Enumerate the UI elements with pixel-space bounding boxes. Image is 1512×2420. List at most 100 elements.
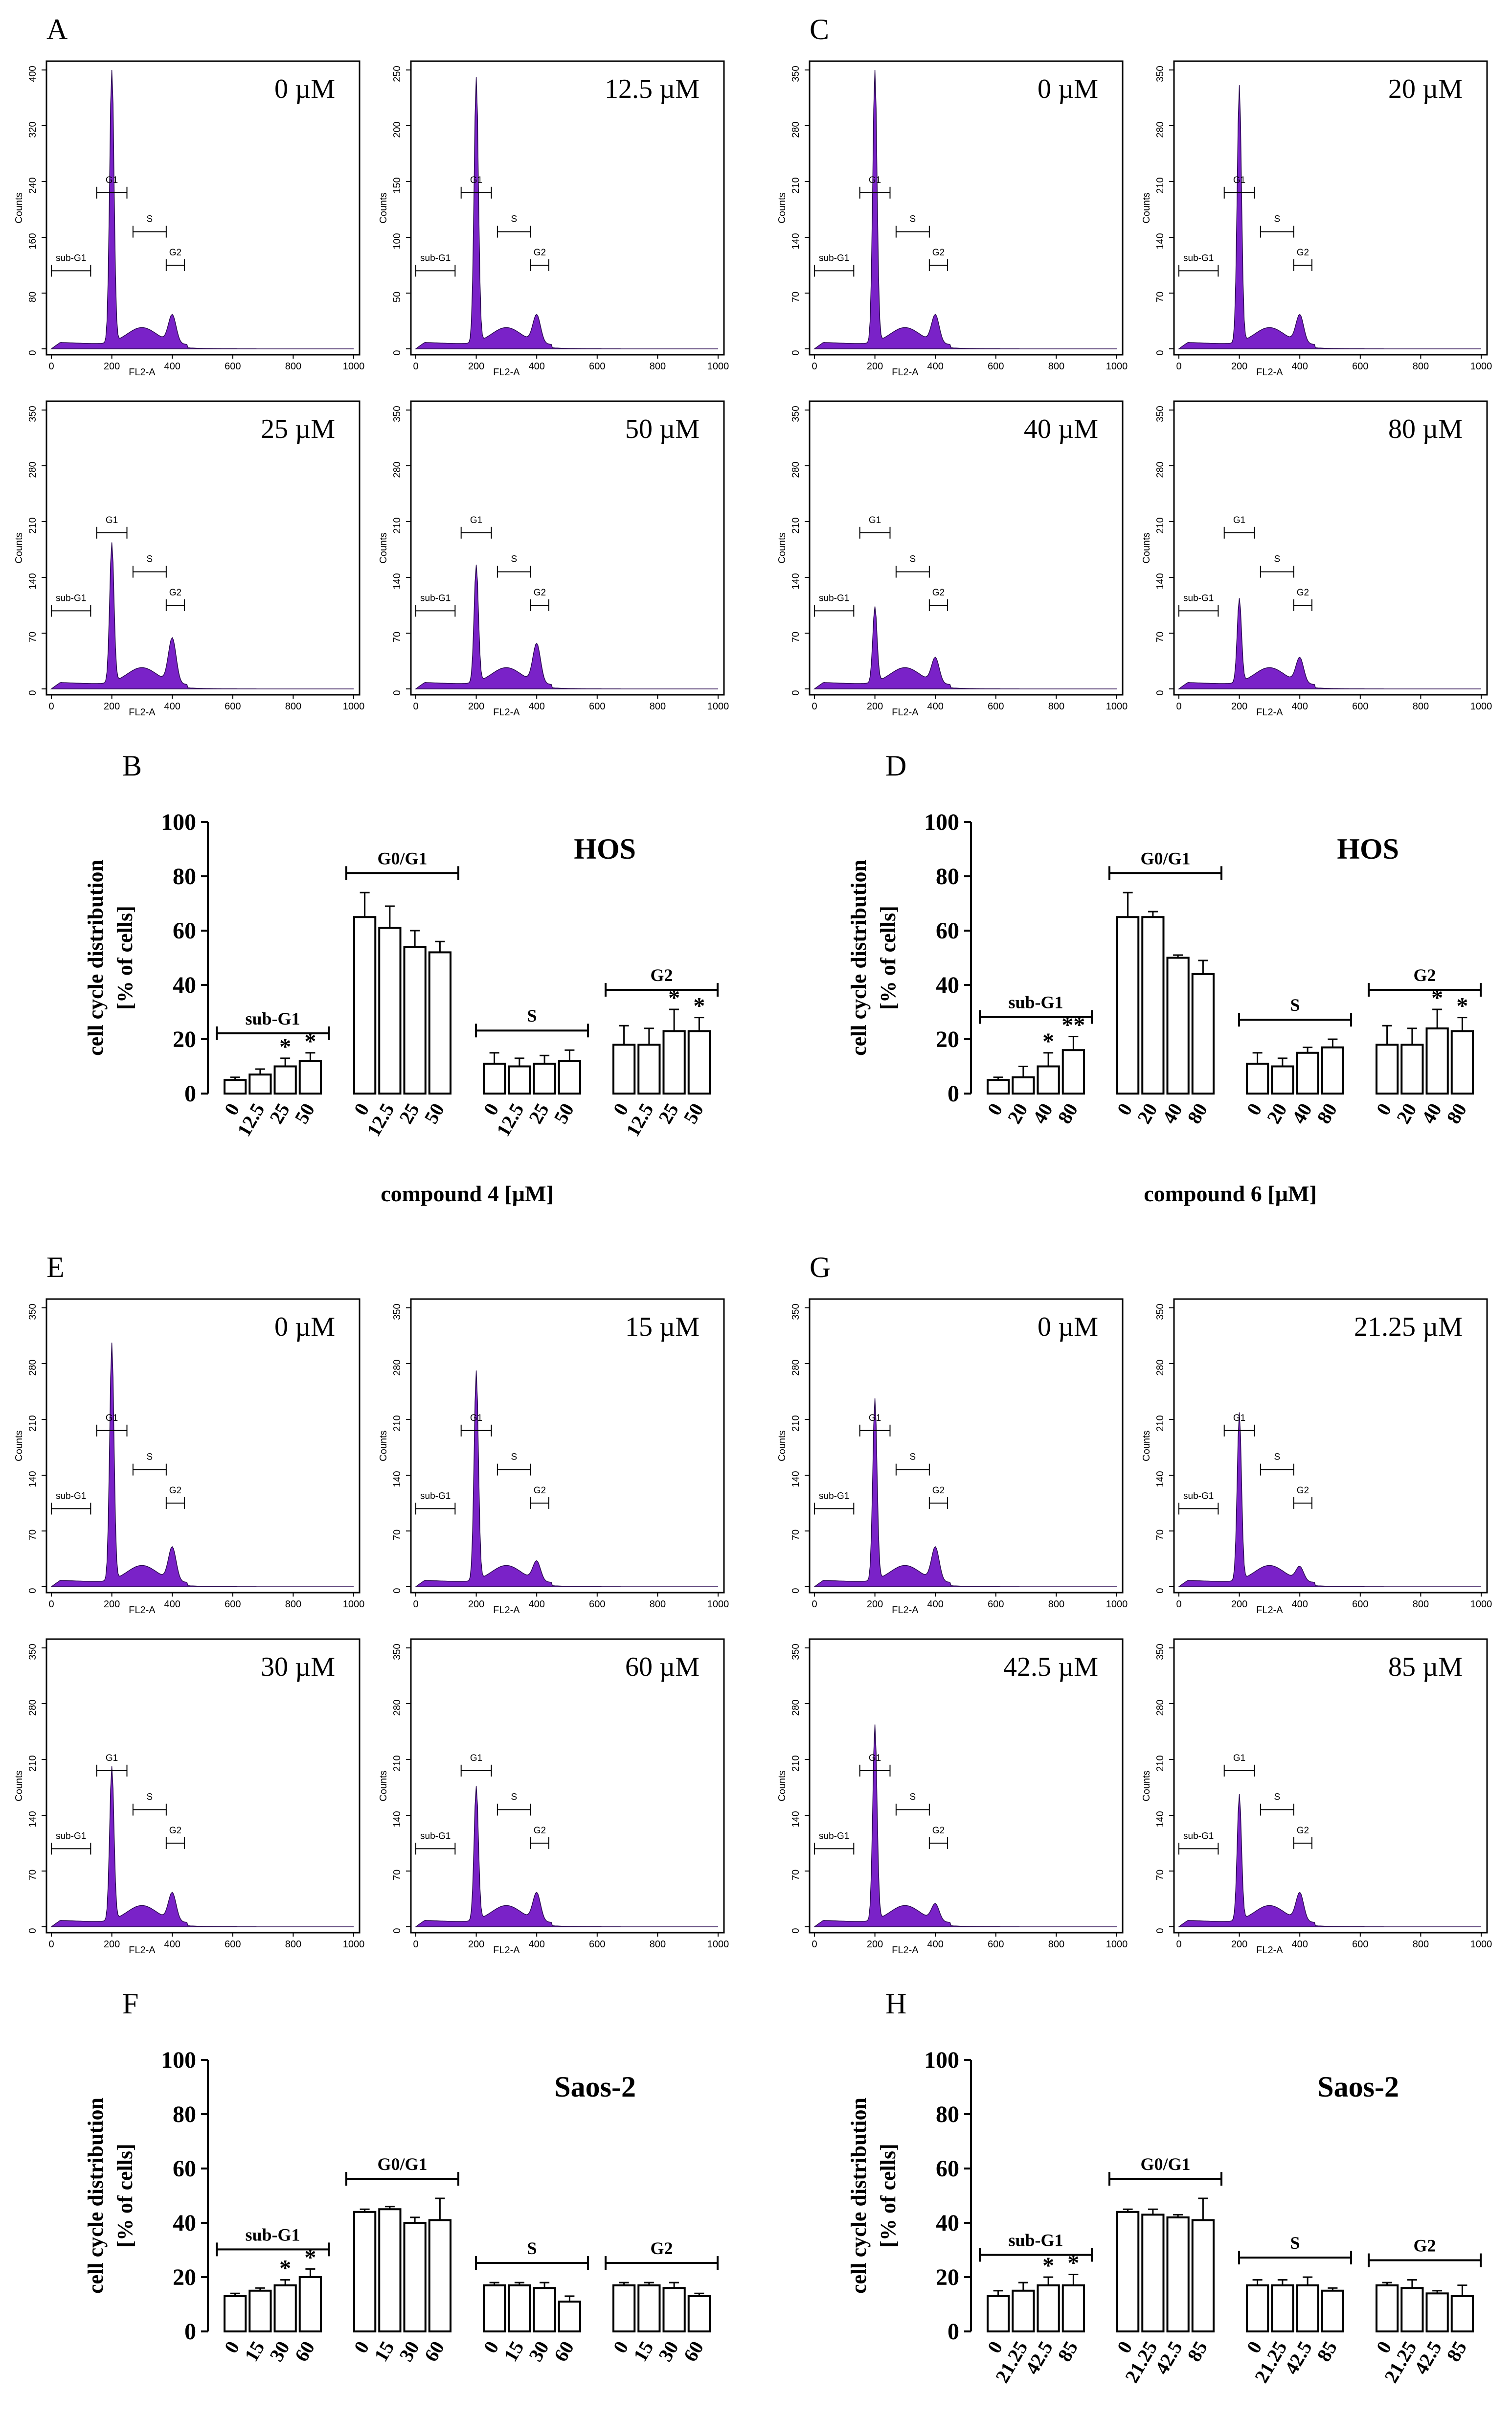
gate-label: S: [147, 554, 153, 565]
x-tick-label: 200: [468, 701, 484, 712]
bar: [1296, 2284, 1319, 2332]
gate-label: G2: [169, 588, 181, 598]
y-tick-label: 280: [790, 1699, 801, 1715]
histogram-group-g: G 0 70 140 210 280 350 Counts 0 200 400 600 800 1000 F…: [777, 1251, 1492, 1956]
gate-label: G2: [1297, 1826, 1309, 1836]
y-axis-label: cell cycle distribution: [84, 860, 108, 1056]
bar: [1400, 1044, 1424, 1095]
group-label: S: [1290, 995, 1300, 1015]
x-tick-label: 85: [1442, 2337, 1471, 2365]
x-tick-label: 50: [549, 1099, 578, 1127]
histogram-ylabel: Counts: [378, 532, 389, 563]
x-tick-label: 800: [650, 361, 666, 372]
y-tick-label: 20: [936, 2264, 959, 2290]
x-tick-label: 600: [225, 701, 241, 712]
y-tick-label: 210: [27, 1415, 38, 1431]
x-tick-label: 0: [48, 361, 54, 372]
gate-label: G2: [534, 248, 546, 258]
x-tick-label: 600: [1352, 1599, 1368, 1610]
x-tick-label: 200: [468, 361, 484, 372]
x-tick-label: 20: [1133, 1099, 1162, 1127]
x-tick-label: 800: [1413, 361, 1429, 372]
y-tick-label: 140: [392, 1471, 403, 1487]
gate-sub-g1: sub-G1: [415, 593, 456, 617]
gate-label: sub-G1: [420, 1491, 451, 1501]
y-tick-label: 70: [1155, 1530, 1166, 1540]
x-tick-label: 15: [370, 2337, 399, 2365]
y-tick-label: 210: [392, 1415, 403, 1431]
histogram-area: [1177, 85, 1481, 349]
bar: [1271, 1065, 1294, 1095]
histogram-panel: 0 70 140 210 280 350 Counts 0 200 400 600 800 1000 FL…: [378, 400, 729, 718]
x-tick-label: 600: [988, 1939, 1004, 1950]
gate-label: G1: [1233, 1753, 1245, 1763]
gate-g2: G2: [530, 1826, 549, 1849]
histogram-ylabel: Counts: [777, 1770, 788, 1801]
histogram-area: [50, 1766, 354, 1927]
y-tick-label: 160: [27, 233, 38, 249]
y-tick-label: 0: [1155, 1588, 1166, 1593]
bar: [1321, 1046, 1344, 1095]
bar: [987, 1079, 1010, 1095]
gate-g2: G2: [165, 1826, 185, 1849]
gate-s: S: [1260, 1792, 1294, 1816]
y-tick-label: 0: [790, 350, 801, 355]
gate-sub-g1: sub-G1: [415, 1491, 456, 1515]
x-tick-label: 80: [1442, 1099, 1471, 1127]
group-label: S: [527, 2238, 537, 2258]
histogram-area: [414, 1370, 718, 1587]
x-tick-label: 800: [285, 1599, 301, 1610]
y-tick-label: 140: [1155, 573, 1166, 589]
bar: [224, 1079, 247, 1095]
gate-label: G2: [1297, 588, 1309, 598]
x-tick-label: 1000: [1470, 361, 1492, 372]
bar: [533, 1062, 556, 1095]
gate-label: sub-G1: [420, 253, 451, 263]
gate-label: G1: [1233, 1413, 1245, 1423]
x-tick-label: 400: [529, 361, 545, 372]
concentration-label: 15 µM: [625, 1312, 700, 1342]
y-tick-label: 140: [1155, 1811, 1166, 1827]
bar: [637, 1044, 661, 1095]
x-axis-label: compound 4 [µM]: [381, 1181, 554, 1206]
gate-g2: G2: [530, 1485, 549, 1509]
x-tick-label: 200: [104, 361, 120, 372]
x-tick-label: 800: [650, 1599, 666, 1610]
y-tick-label: 280: [1155, 1699, 1166, 1715]
x-tick-label: 12.5: [362, 1099, 399, 1140]
bar: [273, 1065, 297, 1095]
concentration-label: 42.5 µM: [1003, 1652, 1098, 1682]
gate-label: G1: [1233, 175, 1245, 185]
x-tick-label: 1000: [707, 1599, 729, 1610]
y-tick-label: 280: [790, 461, 801, 478]
x-tick-label: 30: [654, 2337, 683, 2365]
histogram-ylabel: Counts: [14, 1430, 24, 1461]
y-tick-label: 0: [392, 1928, 403, 1933]
histogram-frame: [809, 1298, 1124, 1594]
histogram-ylabel: Counts: [378, 1770, 389, 1801]
gate-label: G1: [470, 175, 482, 185]
x-tick-label: 80: [1312, 1099, 1341, 1127]
y-tick-label: 150: [392, 177, 403, 193]
bar: [1012, 1076, 1035, 1095]
bar: [1116, 916, 1140, 1095]
gate-label: G2: [534, 588, 546, 598]
significance-star: *: [1067, 2250, 1079, 2276]
x-tick-label: 20: [1003, 1099, 1032, 1127]
histogram-panel: 0 70 140 210 280 350 Counts 0 200 400 600 800 1000 FL…: [1141, 400, 1492, 718]
y-tick-label: 70: [27, 1870, 38, 1880]
histogram-frame: [45, 60, 361, 356]
group-label: G2: [650, 2238, 673, 2258]
y-tick-label: 70: [790, 1870, 801, 1880]
histogram-frame: [45, 1298, 361, 1594]
x-tick-label: 60: [549, 2337, 578, 2365]
y-tick-label: 350: [790, 1644, 801, 1660]
histogram-panel: 0 70 140 210 280 350 Counts 0 200 400 600 800 1000 FL…: [14, 400, 364, 718]
x-tick-label: 600: [589, 701, 605, 712]
gate-sub-g1: sub-G1: [415, 1831, 456, 1855]
gate-s: S: [895, 214, 930, 238]
gate-label: sub-G1: [1183, 1831, 1214, 1841]
gate-sub-g1: sub-G1: [814, 1831, 855, 1855]
gate-label: G1: [106, 515, 118, 525]
